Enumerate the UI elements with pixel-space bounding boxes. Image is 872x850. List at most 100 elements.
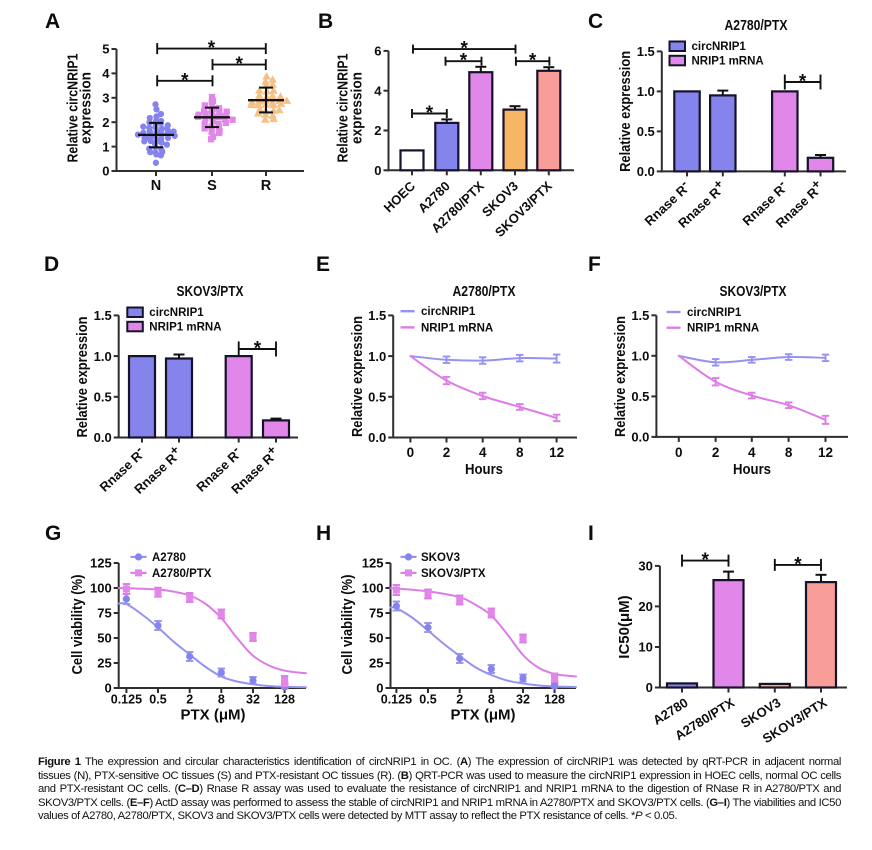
svg-text:2: 2 [443,445,451,460]
svg-text:Cell viability (%): Cell viability (%) [339,574,356,674]
svg-text:A2780/PTX: A2780/PTX [152,568,212,580]
svg-text:3: 3 [102,91,109,106]
svg-text:I: I [588,522,594,545]
svg-text:circNRIP1: circNRIP1 [687,307,742,319]
svg-text:H: H [316,522,331,545]
svg-text:2: 2 [374,123,381,138]
svg-text:0.5: 0.5 [419,693,436,707]
svg-text:0.0: 0.0 [94,430,112,445]
svg-text:A2780/PTX: A2780/PTX [725,18,788,34]
svg-text:Relative expression: Relative expression [349,316,366,437]
svg-text:Relative expression: Relative expression [74,317,91,438]
svg-text:0.125: 0.125 [111,693,142,707]
svg-text:1.5: 1.5 [368,308,386,323]
svg-text:0: 0 [376,681,383,696]
svg-text:*: * [701,550,709,571]
svg-text:8: 8 [516,445,524,460]
svg-text:*: * [426,103,434,124]
svg-text:Relative expression: Relative expression [617,51,634,172]
svg-text:32: 32 [246,693,260,707]
svg-text:0.5: 0.5 [94,390,112,405]
svg-text:32: 32 [516,693,530,707]
svg-text:0: 0 [675,445,683,460]
svg-text:*: * [254,339,262,360]
svg-text:0: 0 [102,164,109,179]
svg-text:*: * [460,39,468,60]
svg-text:SKOV3: SKOV3 [421,552,460,564]
svg-text:0.5: 0.5 [631,389,649,404]
svg-text:1: 1 [102,139,109,154]
svg-text:2: 2 [102,115,109,130]
svg-text:5: 5 [102,42,109,57]
svg-text:HOEC: HOEC [381,178,419,215]
svg-text:128: 128 [544,693,565,707]
svg-text:8: 8 [785,445,793,460]
svg-text:NRIP1 mRNA: NRIP1 mRNA [687,323,759,335]
svg-text:12: 12 [549,445,564,460]
svg-text:125: 125 [90,556,112,571]
svg-text:NRIP1 mRNA: NRIP1 mRNA [421,322,493,334]
svg-text:2: 2 [186,693,193,707]
svg-text:1.0: 1.0 [94,349,112,364]
svg-text:0.0: 0.0 [637,164,655,179]
svg-text:0: 0 [104,681,111,696]
svg-text:PTX (μM): PTX (μM) [180,707,245,724]
svg-text:*: * [208,38,216,59]
svg-text:1.0: 1.0 [637,84,655,99]
svg-text:Hours: Hours [465,461,503,478]
svg-text:4: 4 [374,83,382,98]
svg-text:Relative circNRIP1: Relative circNRIP1 [65,54,82,163]
svg-text:25: 25 [369,656,383,671]
svg-text:D: D [44,253,59,276]
svg-text:IC50(μM): IC50(μM) [616,595,633,658]
svg-text:1.5: 1.5 [94,308,112,323]
svg-text:2: 2 [456,693,463,707]
svg-text:1.0: 1.0 [368,349,386,364]
svg-text:Relative circNRIP1: Relative circNRIP1 [334,54,351,163]
svg-text:Hours: Hours [733,461,771,478]
svg-text:A2780: A2780 [152,552,186,564]
svg-text:NRIP1 mRNA: NRIP1 mRNA [149,321,221,333]
svg-text:S: S [207,178,217,194]
svg-text:10: 10 [638,640,652,655]
svg-text:0: 0 [407,445,415,460]
svg-text:0: 0 [374,163,381,178]
svg-text:8: 8 [488,693,495,707]
svg-text:0.5: 0.5 [368,390,386,405]
svg-text:20: 20 [638,599,652,614]
svg-text:*: * [235,54,243,75]
svg-text:N: N [151,178,161,194]
svg-text:*: * [181,70,189,91]
svg-text:*: * [460,51,468,72]
svg-text:R: R [261,178,272,194]
svg-text:expression: expression [78,72,95,144]
svg-text:100: 100 [362,581,384,596]
svg-text:circNRIP1: circNRIP1 [692,41,747,53]
svg-text:4: 4 [479,445,487,460]
svg-text:*: * [794,554,802,575]
svg-text:B: B [318,10,333,33]
svg-text:Cell viability (%): Cell viability (%) [69,574,86,674]
svg-text:0.0: 0.0 [631,430,649,445]
svg-text:30: 30 [638,559,652,574]
svg-text:A: A [45,10,60,33]
svg-text:A2780/PTX: A2780/PTX [453,284,516,300]
svg-text:100: 100 [90,581,112,596]
svg-text:SKOV3/PTX: SKOV3/PTX [177,284,244,300]
svg-text:75: 75 [97,606,111,621]
svg-text:E: E [316,253,330,276]
svg-text:C: C [588,10,603,33]
svg-text:F: F [588,253,601,276]
svg-text:12: 12 [818,445,833,460]
svg-text:0.0: 0.0 [368,430,386,445]
svg-text:0.5: 0.5 [149,693,166,707]
svg-text:NRIP1 mRNA: NRIP1 mRNA [692,55,764,67]
svg-text:circNRIP1: circNRIP1 [421,306,476,318]
svg-text:4: 4 [748,445,756,460]
svg-text:125: 125 [362,556,384,571]
svg-text:0.5: 0.5 [637,124,655,139]
svg-text:25: 25 [97,656,111,671]
svg-text:50: 50 [369,631,383,646]
svg-text:expression: expression [348,72,365,144]
svg-text:1.5: 1.5 [631,308,649,323]
